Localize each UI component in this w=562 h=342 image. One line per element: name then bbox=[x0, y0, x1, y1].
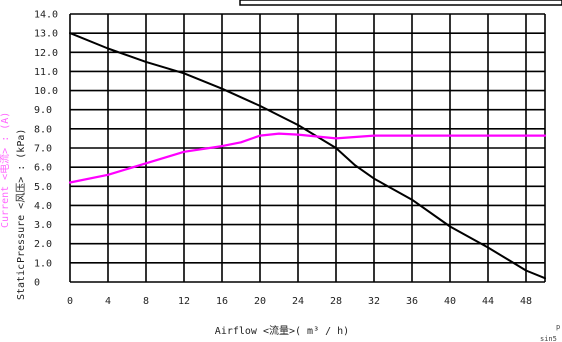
y-tick-label: 13.0 bbox=[34, 29, 58, 40]
y-tick-label: 0 bbox=[34, 278, 40, 289]
corner-text-1: p bbox=[556, 323, 560, 331]
y-label-static: Static bbox=[16, 264, 27, 300]
y-tick-labels: 0 1.0 2.0 3.0 4.0 5.0 6.0 7.0 8.0 9.0 10.0 11.0 12.0… bbox=[34, 10, 58, 289]
y-tick-label: 14.0 bbox=[34, 10, 58, 21]
x-tick-label: 8 bbox=[143, 296, 149, 307]
x-tick-label: 36 bbox=[406, 296, 418, 307]
y-tick-label: 8.0 bbox=[34, 124, 52, 135]
x-tick-label: 12 bbox=[178, 296, 190, 307]
legend-box bbox=[239, 0, 562, 6]
x-tick-label: 28 bbox=[330, 296, 342, 307]
x-tick-label: 40 bbox=[444, 296, 456, 307]
x-tick-label: 16 bbox=[216, 296, 228, 307]
x-tick-label: 20 bbox=[254, 296, 266, 307]
y-tick-label: 2.0 bbox=[34, 239, 52, 250]
x-tick-label: 4 bbox=[105, 296, 111, 307]
x-tick-label: 44 bbox=[482, 296, 494, 307]
x-tick-label: 32 bbox=[368, 296, 380, 307]
y-label-pressure: Pressure <风压> : (kPa) bbox=[15, 129, 27, 263]
x-tick-label: 0 bbox=[67, 296, 73, 307]
pressure-curve bbox=[69, 32, 546, 280]
y-tick-label: 10.0 bbox=[34, 86, 58, 97]
corner-text-2: sin5 bbox=[540, 335, 557, 342]
y-tick-label: 4.0 bbox=[34, 201, 52, 212]
current-curve bbox=[68, 132, 547, 184]
x-axis-label: Airflow <流量>( m³ / h) bbox=[215, 324, 349, 337]
y-tick-label: 7.0 bbox=[34, 144, 52, 155]
x-tick-label: 48 bbox=[520, 296, 532, 307]
x-tick-label: 24 bbox=[292, 296, 304, 307]
grid bbox=[69, 13, 546, 283]
y-tick-label: 9.0 bbox=[34, 105, 52, 116]
y-label-current: Current <电流> : (A) bbox=[0, 112, 11, 228]
x-tick-labels: 0 4 8 12 16 20 24 28 32 36 40 44 48 bbox=[67, 296, 532, 307]
y-tick-label: 11.0 bbox=[34, 67, 58, 78]
y-tick-label: 3.0 bbox=[34, 220, 52, 231]
series-lines bbox=[68, 32, 547, 280]
y-tick-label: 6.0 bbox=[34, 163, 52, 174]
y-tick-label: 5.0 bbox=[34, 182, 52, 193]
y-tick-label: 12.0 bbox=[34, 48, 58, 59]
y-tick-label: 1.0 bbox=[34, 258, 52, 269]
